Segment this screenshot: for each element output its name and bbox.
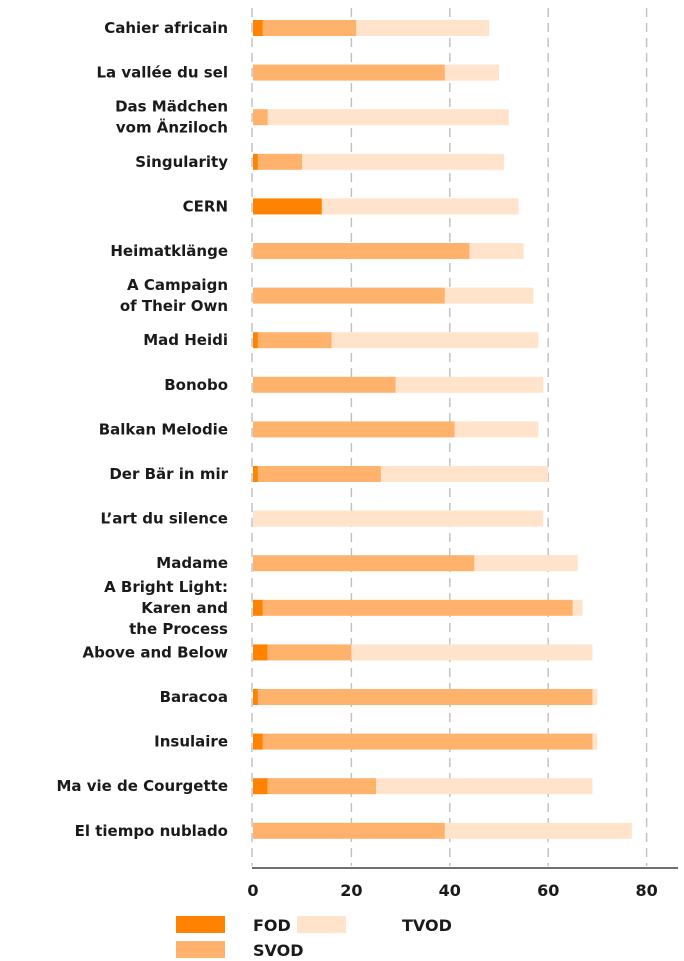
category-label: Bonobo — [164, 376, 228, 394]
legend-label: SVOD — [253, 941, 304, 960]
category-label: Balkan Melodie — [99, 420, 228, 438]
legend-swatch-fod — [176, 916, 225, 933]
bar-segment-tvod — [267, 109, 509, 126]
bar-segment-svod — [253, 287, 445, 304]
category-label: Cahier africain — [104, 19, 228, 37]
bar-segment-fod — [253, 644, 268, 661]
category-label: CERN — [183, 197, 228, 215]
bar-segment-svod — [257, 332, 332, 349]
bar-segment-fod — [253, 778, 268, 795]
category-label: Das Mädchen vom Änziloch — [115, 98, 228, 137]
bar-segment-svod — [267, 778, 376, 795]
bar-segment-tvod — [444, 64, 499, 81]
category-label: Baracoa — [160, 688, 228, 706]
bar-segment-svod — [253, 64, 445, 81]
category-label: Ma vie de Courgette — [56, 777, 228, 795]
bar-segment-tvod — [469, 243, 524, 259]
bar-segment-fod — [253, 689, 258, 705]
bar-segment-tvod — [572, 599, 583, 616]
bar-segment-tvod — [395, 376, 544, 393]
x-tick-labels: 0 20 40 60 80 — [247, 881, 657, 900]
legend: FOD TVOD SVOD — [176, 916, 452, 960]
bar-segment-svod — [253, 421, 455, 438]
bar-segment-svod — [257, 466, 381, 482]
category-label: Insulaire — [154, 733, 228, 751]
category-label: L’art du silence — [101, 510, 229, 528]
legend-swatch-svod — [176, 941, 225, 958]
bar-segment-tvod — [380, 466, 549, 482]
category-label: Mad Heidi — [143, 331, 228, 349]
category-label: A Campaign of Their Own — [120, 276, 228, 315]
bar-segment-tvod — [454, 421, 539, 438]
bar-segment-svod — [267, 644, 352, 661]
bar-segment-fod — [253, 466, 258, 482]
bar-segment-tvod — [474, 555, 578, 572]
bar-segment-fod — [253, 20, 263, 36]
bar-segment-svod — [257, 689, 593, 705]
bar-segment-svod — [253, 555, 475, 572]
bar-segment-svod — [253, 243, 470, 259]
x-tick-label: 0 — [247, 881, 258, 900]
bar-segment-fod — [253, 332, 258, 349]
category-label: La vallée du sel — [96, 64, 228, 82]
bar-segment-fod — [253, 733, 263, 750]
legend-label: FOD — [253, 916, 291, 935]
x-tick-label: 60 — [537, 881, 559, 900]
bar-segment-svod — [257, 153, 303, 170]
bar-segment-tvod — [351, 644, 593, 661]
category-label: Der Bär in mir — [109, 465, 228, 483]
bar-segment-tvod — [376, 778, 593, 795]
legend-label: TVOD — [402, 916, 452, 935]
bar-segment-tvod — [253, 510, 544, 527]
category-label: Heimatklänge — [110, 242, 228, 260]
x-tick-label: 20 — [340, 881, 362, 900]
bar-segment-svod — [253, 376, 396, 393]
bar-segment-svod — [262, 733, 593, 750]
bar-segment-svod — [253, 109, 268, 126]
category-labels: Cahier africain La vallée du sel Das Mädch… — [56, 19, 228, 840]
bar-segment-tvod — [592, 733, 598, 750]
category-label: Above and Below — [83, 643, 229, 661]
bar-segment-svod — [253, 822, 445, 839]
bar-segment-tvod — [444, 287, 534, 304]
category-label: Madame — [156, 554, 228, 572]
bar-segment-tvod — [331, 332, 539, 349]
category-label: El tiempo nublado — [75, 822, 228, 840]
bars — [253, 20, 632, 839]
bar-segment-tvod — [592, 689, 598, 705]
x-tick-label: 40 — [439, 881, 461, 900]
category-label: A Bright Light: Karen and the Process — [104, 578, 228, 638]
category-label: Singularity — [135, 153, 228, 171]
bar-segment-tvod — [321, 198, 519, 215]
bar-segment-fod — [253, 198, 322, 215]
bar-segment-tvod — [444, 822, 632, 839]
bar-segment-svod — [262, 599, 573, 616]
bar-segment-fod — [253, 153, 258, 170]
bar-segment-fod — [253, 599, 263, 616]
bar-segment-svod — [262, 20, 357, 36]
bar-segment-tvod — [356, 20, 490, 36]
legend-swatch-tvod — [297, 916, 346, 933]
x-tick-label: 80 — [635, 881, 657, 900]
bar-segment-tvod — [302, 153, 504, 170]
